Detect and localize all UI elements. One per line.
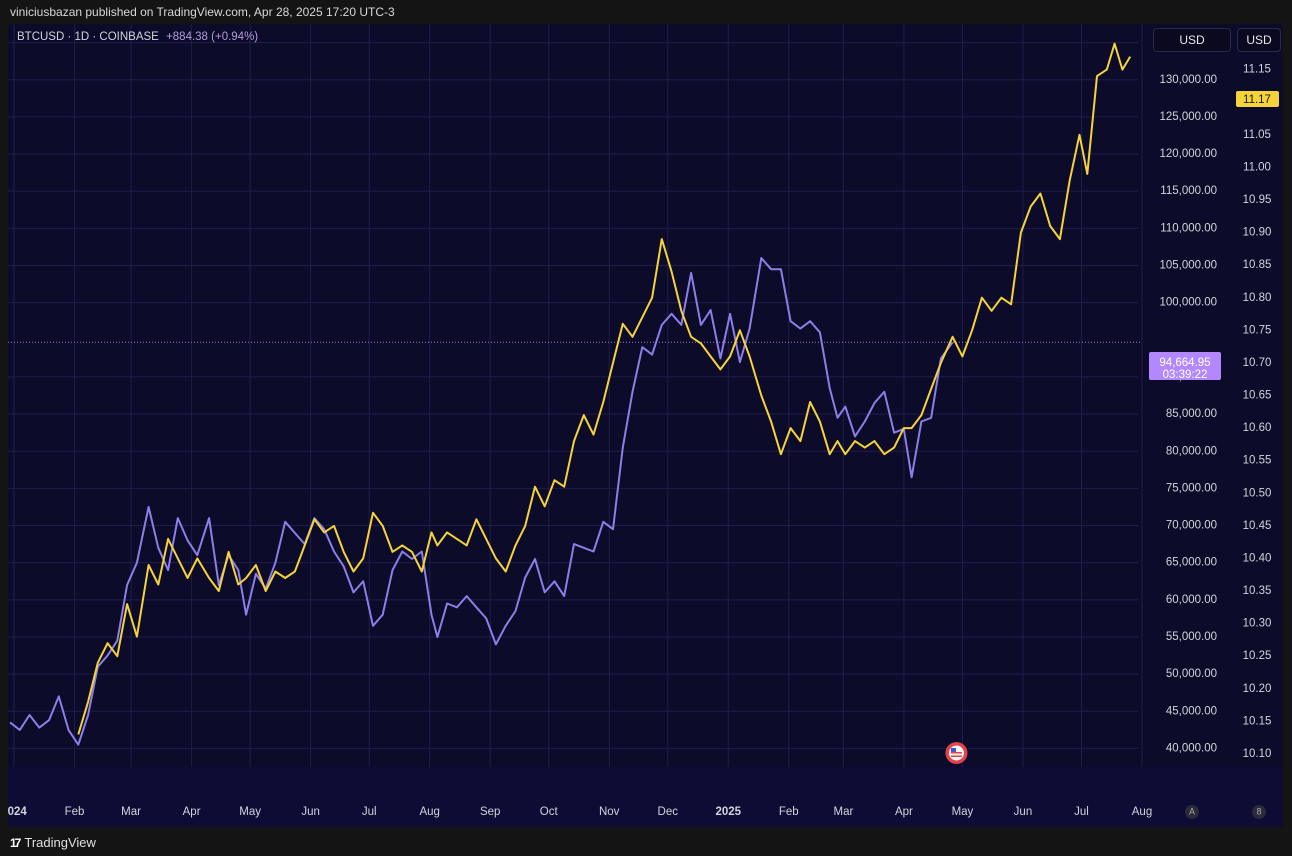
svg-text:A: A — [1189, 806, 1195, 816]
time-tick-label: Apr — [895, 806, 913, 818]
right-tick-label: 11.05 — [1243, 129, 1271, 141]
current-price-value: 94,664.95 — [1159, 357, 1210, 369]
right-tick-label: 10.95 — [1243, 194, 1272, 206]
right-tick-label: 10.20 — [1243, 683, 1272, 695]
time-tick-label: Jul — [1074, 806, 1089, 818]
right-tick-label: 10.75 — [1243, 324, 1272, 336]
svg-text:8: 8 — [1256, 806, 1261, 816]
time-tick-label: Nov — [599, 806, 620, 818]
left-tick-label: 60,000.00 — [1166, 594, 1217, 606]
left-tick-label: 120,000.00 — [1159, 148, 1217, 160]
left-tick-label: 75,000.00 — [1166, 482, 1217, 494]
time-tick-label: Jul — [362, 806, 377, 818]
us-flag-icon[interactable] — [945, 742, 968, 764]
right-value-badge: 11.17 — [1236, 91, 1279, 107]
time-tick-label: Jun — [301, 806, 320, 818]
right-tick-label: 10.65 — [1243, 390, 1272, 402]
time-tick-label: Mar — [121, 806, 141, 818]
publish-header: viniciusbazan published on TradingView.c… — [0, 0, 1292, 24]
time-tick-label: Dec — [658, 806, 679, 818]
chart-legend[interactable]: BTCUSD · 1D · COINBASE +884.38 (+0.94%) — [17, 31, 258, 43]
right-tick-label: 10.85 — [1243, 259, 1272, 271]
time-tick-label: Apr — [183, 806, 201, 818]
chart-frame[interactable]: BTCUSD · 1D · COINBASE +884.38 (+0.94%) … — [8, 24, 1283, 827]
publish-info: viniciusbazan published on TradingView.c… — [10, 5, 395, 19]
time-tick-label: Oct — [540, 806, 559, 818]
right-tick-label: 10.80 — [1243, 292, 1272, 304]
left-tick-label: 100,000.00 — [1159, 297, 1217, 309]
time-axis-band — [8, 767, 1283, 827]
overlay-line — [77, 42, 1132, 735]
left-tick-label: 105,000.00 — [1159, 260, 1217, 272]
grid-lines — [8, 24, 1143, 767]
tradingview-logo-icon: 17 — [10, 835, 21, 850]
right-value-text: 11.17 — [1243, 94, 1271, 106]
price-axis-left[interactable]: 135,000.00130,000.00125,000.00120,000.00… — [1159, 37, 1217, 755]
right-tick-label: 10.30 — [1243, 618, 1272, 630]
time-tick-label: Jun — [1014, 806, 1033, 818]
btcusd-line — [9, 257, 954, 746]
right-tick-label: 10.25 — [1243, 650, 1272, 662]
left-tick-label: 45,000.00 — [1166, 705, 1217, 717]
symbol-label[interactable]: BTCUSD · 1D · COINBASE — [17, 31, 159, 43]
time-tick-label: 2024 — [8, 806, 27, 818]
left-unit-button[interactable]: USD — [1153, 28, 1231, 52]
left-tick-label: 80,000.00 — [1166, 445, 1217, 457]
tradingview-brand[interactable]: 17 TradingView — [10, 835, 96, 850]
current-price-badge: 94,664.95 03:39:22 — [1149, 352, 1221, 381]
left-tick-label: 115,000.00 — [1160, 185, 1217, 197]
left-tick-label: 55,000.00 — [1166, 631, 1217, 643]
right-tick-label: 10.90 — [1243, 227, 1272, 239]
left-tick-label: 125,000.00 — [1159, 111, 1217, 123]
left-tick-label: 110,000.00 — [1160, 222, 1217, 234]
right-tick-label: 10.70 — [1243, 357, 1272, 369]
left-tick-label: 40,000.00 — [1166, 742, 1217, 754]
price-axis-right[interactable]: 11.2011.1511.1011.0511.0010.9510.9010.85… — [1243, 31, 1272, 760]
time-tick-label: May — [952, 806, 974, 818]
time-axis[interactable]: 2024 Feb Mar Apr May Jun Jul Aug Sep Oct Nov Dec 202… — [8, 806, 1152, 818]
right-tick-label: 10.55 — [1243, 455, 1272, 467]
right-tick-label: 10.40 — [1243, 552, 1272, 564]
left-tick-label: 130,000.00 — [1159, 74, 1217, 86]
time-tick-label: May — [239, 806, 261, 818]
left-tick-label: 70,000.00 — [1166, 520, 1217, 532]
right-tick-label: 11.00 — [1243, 161, 1271, 173]
log-scale-button[interactable]: 8 — [1252, 805, 1266, 819]
brand-label: TradingView — [24, 835, 96, 850]
time-tick-label: Aug — [419, 806, 439, 818]
current-price-countdown: 03:39:22 — [1163, 369, 1208, 381]
right-tick-label: 11.15 — [1243, 64, 1271, 76]
chart-canvas[interactable]: 2024 Feb Mar Apr May Jun Jul Aug Sep Oct Nov Dec 202… — [8, 24, 1283, 827]
time-tick-label: Feb — [65, 806, 85, 818]
left-tick-label: 65,000.00 — [1166, 557, 1217, 569]
change-label: +884.38 (+0.94%) — [166, 31, 259, 43]
footer-bar: 17 TradingView — [0, 828, 1292, 856]
time-tick-label: Sep — [480, 806, 500, 818]
right-tick-label: 10.35 — [1243, 585, 1272, 597]
right-tick-label: 10.60 — [1243, 422, 1272, 434]
right-tick-label: 10.15 — [1243, 715, 1272, 727]
left-tick-label: 50,000.00 — [1166, 668, 1217, 680]
time-tick-label: Aug — [1132, 806, 1152, 818]
auto-scale-button[interactable]: A — [1185, 805, 1199, 819]
left-tick-label: 85,000.00 — [1166, 408, 1217, 420]
time-tick-label: Mar — [834, 806, 854, 818]
right-tick-label: 10.45 — [1243, 520, 1272, 532]
right-tick-label: 10.50 — [1243, 487, 1272, 499]
right-tick-label: 10.10 — [1243, 748, 1272, 760]
right-unit-button[interactable]: USD — [1237, 28, 1281, 52]
time-tick-label: 2025 — [715, 806, 741, 818]
time-tick-label: Feb — [779, 806, 799, 818]
